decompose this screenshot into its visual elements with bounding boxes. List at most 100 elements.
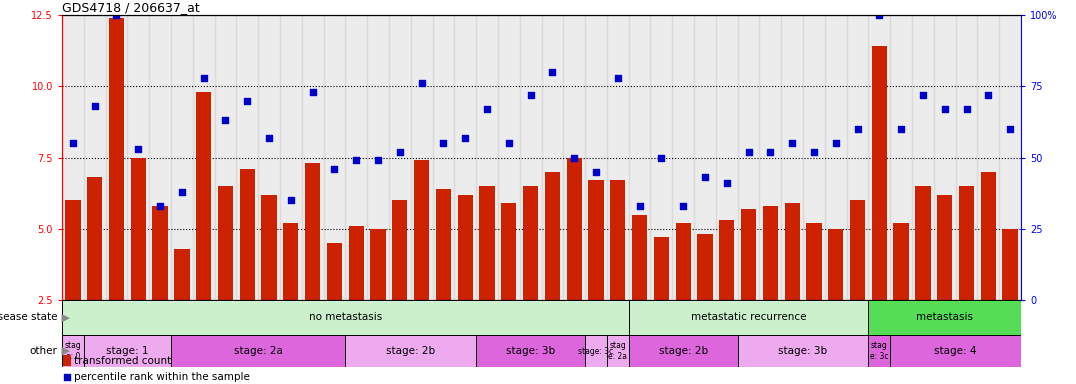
Bar bbox=[912, 15, 934, 300]
Point bbox=[849, 126, 866, 132]
Point bbox=[217, 118, 235, 124]
Point bbox=[675, 203, 692, 209]
Bar bbox=[171, 15, 193, 300]
Point bbox=[740, 149, 758, 155]
Bar bbox=[738, 335, 868, 367]
Bar bbox=[457, 195, 472, 371]
Text: transformed count: transformed count bbox=[74, 356, 171, 366]
Text: stage: 2b: stage: 2b bbox=[659, 346, 708, 356]
Point bbox=[260, 134, 278, 141]
Bar bbox=[567, 157, 582, 371]
Point bbox=[762, 149, 779, 155]
Point bbox=[479, 106, 496, 112]
Bar bbox=[214, 15, 237, 300]
Point bbox=[173, 189, 190, 195]
Bar bbox=[84, 335, 171, 367]
Bar bbox=[324, 15, 345, 300]
Bar bbox=[628, 300, 868, 335]
Text: stage: 2b: stage: 2b bbox=[386, 346, 436, 356]
Bar bbox=[476, 335, 585, 367]
Bar bbox=[130, 157, 146, 371]
Bar bbox=[258, 15, 280, 300]
Bar bbox=[349, 226, 364, 371]
Bar bbox=[610, 180, 625, 371]
Point bbox=[805, 149, 822, 155]
Bar bbox=[893, 223, 909, 371]
Bar bbox=[66, 200, 81, 371]
Bar bbox=[850, 200, 865, 371]
Bar bbox=[977, 15, 1000, 300]
Text: stage: 4: stage: 4 bbox=[934, 346, 977, 356]
Point bbox=[326, 166, 343, 172]
Bar bbox=[62, 300, 628, 335]
Text: ▶: ▶ bbox=[58, 346, 70, 356]
Bar bbox=[411, 15, 433, 300]
Bar bbox=[523, 186, 538, 371]
Bar bbox=[694, 15, 716, 300]
Text: metastasis: metastasis bbox=[917, 313, 973, 323]
Point bbox=[783, 140, 801, 146]
Bar bbox=[87, 177, 102, 371]
Point bbox=[282, 197, 299, 203]
Bar bbox=[544, 172, 560, 371]
Bar bbox=[345, 335, 476, 367]
Bar bbox=[589, 180, 604, 371]
Bar bbox=[672, 15, 694, 300]
Text: stage: 3c: stage: 3c bbox=[579, 346, 613, 356]
Bar bbox=[150, 15, 171, 300]
Point bbox=[65, 140, 82, 146]
Text: metastatic recurrence: metastatic recurrence bbox=[691, 313, 806, 323]
Bar bbox=[955, 15, 977, 300]
Bar bbox=[784, 203, 799, 371]
Bar bbox=[607, 15, 628, 300]
Bar bbox=[171, 335, 345, 367]
Point bbox=[58, 374, 75, 380]
Bar bbox=[345, 15, 367, 300]
Bar bbox=[628, 15, 651, 300]
Bar bbox=[781, 15, 803, 300]
Point bbox=[413, 80, 430, 86]
Text: stag
e: 0: stag e: 0 bbox=[65, 341, 82, 361]
Bar bbox=[261, 195, 277, 371]
Text: stage: 2a: stage: 2a bbox=[233, 346, 283, 356]
Bar bbox=[367, 15, 388, 300]
Bar bbox=[719, 220, 735, 371]
Bar bbox=[628, 335, 738, 367]
Point bbox=[892, 126, 909, 132]
Text: stag
e: 3c: stag e: 3c bbox=[870, 341, 889, 361]
Bar bbox=[433, 15, 454, 300]
Point bbox=[653, 154, 670, 161]
Point bbox=[348, 157, 365, 164]
Text: stag
e: 2a: stag e: 2a bbox=[608, 341, 627, 361]
Bar bbox=[829, 229, 844, 371]
Bar bbox=[370, 229, 385, 371]
Bar bbox=[934, 15, 955, 300]
Bar bbox=[1000, 15, 1021, 300]
Point bbox=[369, 157, 386, 164]
Point bbox=[915, 92, 932, 98]
Point bbox=[870, 12, 888, 18]
Bar bbox=[454, 15, 476, 300]
Bar bbox=[62, 15, 84, 300]
Bar bbox=[327, 243, 342, 371]
Bar bbox=[237, 15, 258, 300]
Bar bbox=[305, 163, 321, 371]
Bar bbox=[607, 335, 628, 367]
Bar bbox=[501, 203, 516, 371]
Point bbox=[587, 169, 605, 175]
Text: GDS4718 / 206637_at: GDS4718 / 206637_at bbox=[62, 1, 200, 14]
Bar bbox=[980, 172, 996, 371]
Text: stage: 3b: stage: 3b bbox=[506, 346, 555, 356]
Bar bbox=[301, 15, 324, 300]
Point bbox=[86, 103, 103, 109]
Point bbox=[566, 154, 583, 161]
Bar bbox=[1003, 229, 1018, 371]
Bar bbox=[959, 186, 974, 371]
Bar bbox=[283, 223, 298, 371]
Bar bbox=[498, 15, 520, 300]
Point bbox=[522, 92, 539, 98]
Point bbox=[718, 180, 735, 186]
Bar bbox=[585, 335, 607, 367]
Point bbox=[108, 12, 125, 18]
Bar bbox=[62, 355, 71, 366]
